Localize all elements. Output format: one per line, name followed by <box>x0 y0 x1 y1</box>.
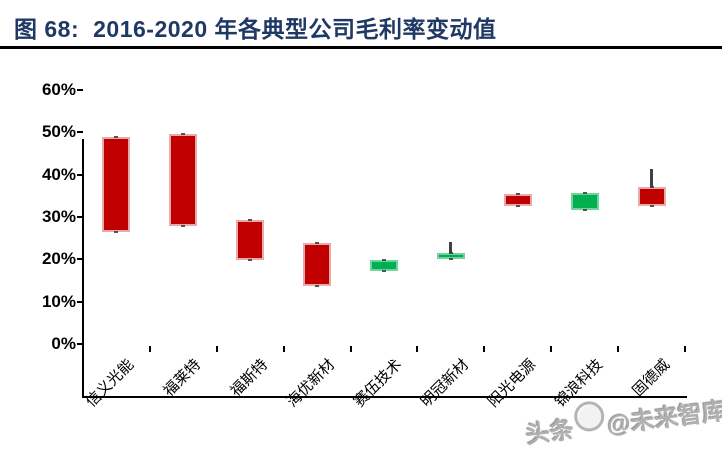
bar-top-nub <box>382 259 386 262</box>
bar-top-nub <box>649 185 654 188</box>
x-axis <box>82 396 687 398</box>
y-axis-label: 30% <box>41 207 76 226</box>
x-axis-label-固德威: 固德威 <box>629 356 673 400</box>
figure-number: 图 68: <box>14 16 80 42</box>
range-bar-信义光能 <box>102 136 131 232</box>
y-axis-tick <box>77 131 83 134</box>
range-bar-海优新材 <box>303 242 332 286</box>
x-axis-label-福斯特: 福斯特 <box>228 356 272 400</box>
range-bar-固德威 <box>637 186 666 206</box>
bar-top-nub <box>248 219 253 222</box>
bar-bottom-nub <box>248 259 253 262</box>
x-axis-tick <box>148 346 151 352</box>
bar-bottom-nub <box>649 204 654 207</box>
x-axis-tick <box>416 346 419 352</box>
high-whisker <box>449 242 453 254</box>
bar-top-nub <box>181 133 186 136</box>
x-axis-label-海优新材: 海优新材 <box>284 356 339 411</box>
gross-margin-range-chart: 0% 10% 20% 30% 40% 50% 60% 信义光能 福莱特 福斯特 海优新材 赛伍技术 明冠… <box>0 52 722 440</box>
figure-title-text: 2016-2020 年各典型公司毛利率变动值 <box>93 16 497 42</box>
x-axis-label-信义光能: 信义光能 <box>83 356 138 411</box>
bar-top-nub <box>515 192 520 195</box>
x-axis-tick <box>550 346 553 352</box>
x-axis-tick <box>282 346 285 352</box>
y-axis-tick <box>77 173 83 176</box>
x-axis-tick <box>82 346 84 352</box>
x-axis-label-锦浪科技: 锦浪科技 <box>552 356 606 411</box>
y-axis-label: 40% <box>41 164 76 184</box>
bar-top-nub <box>582 192 587 195</box>
x-axis-tick <box>684 346 686 352</box>
title-underline-rule <box>0 46 722 49</box>
bar-bottom-nub <box>582 209 587 212</box>
y-axis-label: 0% <box>51 334 76 353</box>
y-axis-label: 10% <box>41 291 76 311</box>
x-axis-tick <box>349 346 352 352</box>
figure-title: 图 68: 2016-2020 年各典型公司毛利率变动值 <box>14 10 714 42</box>
x-axis-label-阳光电源: 阳光电源 <box>485 356 539 411</box>
x-axis-label-福莱特: 福莱特 <box>161 356 205 400</box>
bar-top-nub <box>448 252 453 255</box>
figure-page: 图 68: 2016-2020 年各典型公司毛利率变动值 0% 10% 20% 30% 4… <box>0 10 722 450</box>
bar-bottom-nub <box>382 270 386 273</box>
bar-top-nub <box>315 241 320 244</box>
bar-bottom-nub <box>515 204 520 207</box>
y-axis-tick <box>77 343 83 345</box>
bar-bottom-nub <box>114 230 119 233</box>
y-axis-tick <box>77 258 83 261</box>
x-axis-tick <box>483 346 486 352</box>
bar-bottom-nub <box>315 284 320 287</box>
y-axis-label: 50% <box>41 122 76 142</box>
x-axis-label-赛伍技术: 赛伍技术 <box>351 356 406 411</box>
high-whisker <box>650 169 654 187</box>
y-axis-tick <box>77 216 83 218</box>
range-bar-锦浪科技 <box>570 193 599 211</box>
range-bar-阳光电源 <box>503 193 532 206</box>
range-bar-福斯特 <box>236 220 265 261</box>
y-axis-tick <box>77 300 83 303</box>
y-axis-label: 60% <box>41 80 76 99</box>
bar-top-nub <box>114 135 119 138</box>
y-axis <box>82 139 84 398</box>
range-bar-福莱特 <box>169 134 198 227</box>
x-axis-tick <box>215 346 218 352</box>
watermark-prefix: 头条 <box>524 416 575 450</box>
bar-bottom-nub <box>181 225 186 228</box>
y-axis-label: 20% <box>41 249 76 269</box>
bar-bottom-nub <box>448 257 453 260</box>
y-axis-tick <box>77 89 83 91</box>
x-axis-label-明冠新材: 明冠新材 <box>418 356 473 411</box>
x-axis-tick <box>617 346 620 352</box>
